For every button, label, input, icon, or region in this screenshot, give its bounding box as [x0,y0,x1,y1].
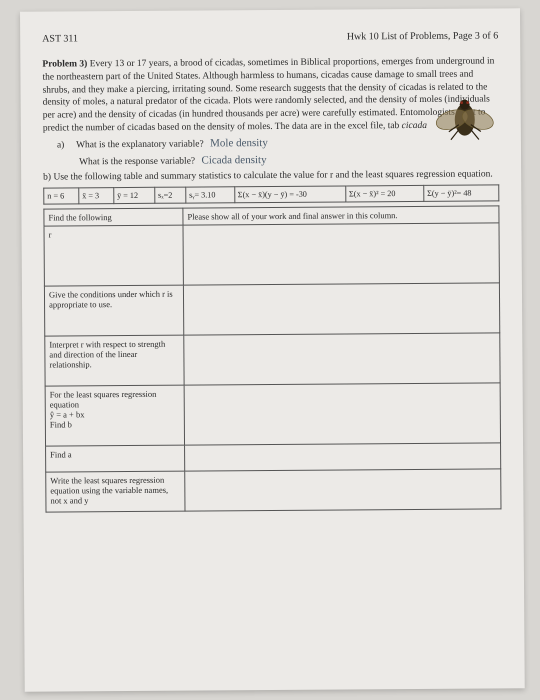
stat-sx: sₓ=2 [154,187,185,203]
work-cell [183,223,499,285]
part-b: b) Use the following table and summary s… [43,168,499,184]
part-a-q1: What is the explanatory variable? [76,139,204,150]
work-header: Please show all of your work and final a… [183,206,499,225]
stat-sxx: Σ(x − x̄)² = 20 [345,186,423,203]
page-header: AST 311 Hwk 10 List of Problems, Page 3 … [42,30,498,44]
stats-table: n = 6 x̄ = 3 ȳ = 12 sₓ=2 sᵧ= 3.10 Σ(x − … [43,185,499,205]
table-row: Interpret r with respect to strength and… [45,333,500,386]
finda-label: Find a [46,445,185,472]
part-b-label: b) [43,172,51,182]
interpret-label: Interpret r with respect to strength and… [45,335,184,386]
findb-text: Find b [50,420,72,430]
part-a-q2: What is the response variable? [79,156,195,167]
course-code: AST 311 [42,33,78,44]
handwritten-answer-2: Cicada density [201,154,266,166]
lsrl-text: For the least squares regression equatio… [50,389,157,410]
work-cell [184,383,500,445]
work-table: Find the following Please show all of yo… [43,206,501,513]
stat-sy: sᵧ= 3.10 [186,187,235,203]
r-label: r [44,225,183,286]
table-row: Write the least squares regression equat… [46,469,501,512]
stat-sxy: Σ(x − x̄)(y − ȳ) = -30 [234,186,345,203]
work-cell [185,443,501,471]
work-cell [185,469,501,511]
table-row: Give the conditions under which r is app… [44,283,499,336]
lsrl-label: For the least squares regression equatio… [45,385,184,446]
conditions-label: Give the conditions under which r is app… [44,285,183,336]
page-title: Hwk 10 List of Problems, Page 3 of 6 [347,30,498,42]
part-a-line1: a) What is the explanatory variable? Mol… [57,134,499,152]
stats-row: n = 6 x̄ = 3 ȳ = 12 sₓ=2 sᵧ= 3.10 Σ(x − … [44,185,499,204]
work-cell [184,333,500,385]
tab-name: cicada [402,121,427,131]
stat-ybar: ȳ = 12 [114,188,155,204]
part-b-text: Use the following table and summary stat… [53,169,492,182]
problem-label: Problem 3) [42,59,87,69]
part-a-line2: What is the response variable? Cicada de… [79,151,499,169]
yhat-text: ŷ = a + bx [50,410,85,420]
write-eq-label: Write the least squares regression equat… [46,471,185,512]
part-a-label: a) [57,140,64,150]
table-row: For the least squares regression equatio… [45,383,500,446]
stat-syy: Σ(y − ȳ)²= 48 [424,185,499,202]
table-row: Find a [46,443,501,472]
work-cell [183,283,499,335]
find-following-label: Find the following [44,208,183,226]
table-row: r [44,223,499,286]
stat-xbar: x̄ = 3 [79,188,114,204]
worksheet-page: AST 311 Hwk 10 List of Problems, Page 3 … [20,8,525,691]
problem-body: Problem 3) Every 13 or 17 years, a brood… [42,55,499,184]
handwritten-answer-1: Mole density [210,137,268,149]
stat-n: n = 6 [44,188,79,204]
